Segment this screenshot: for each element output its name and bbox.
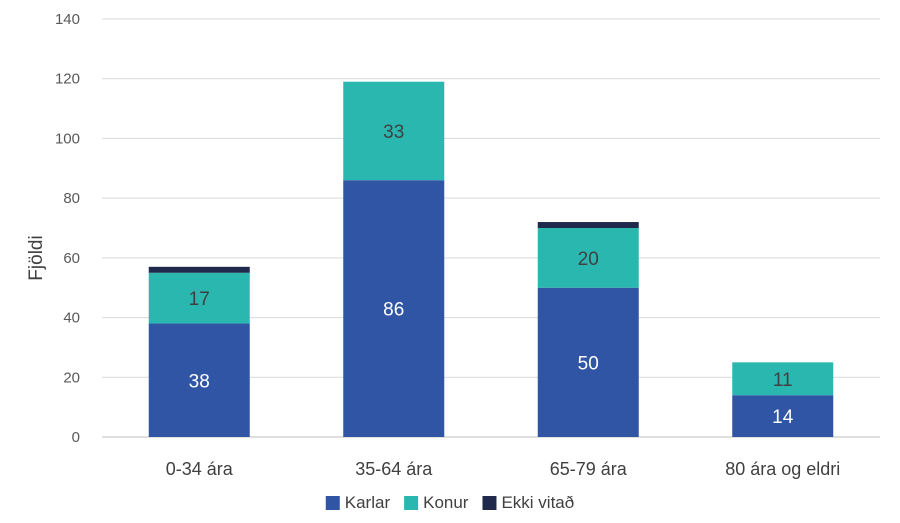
legend-swatch <box>325 496 340 510</box>
bar-segment <box>343 180 445 437</box>
data-label: 14 <box>772 407 794 428</box>
legend-label: Karlar <box>345 493 391 512</box>
bar-segment <box>732 362 834 396</box>
legend: Karlar Konur Ekki vitað <box>325 493 574 512</box>
bar-segment <box>148 323 250 437</box>
data-label: 20 <box>578 249 599 270</box>
bar-segment <box>343 81 445 181</box>
y-tick-label: 20 <box>63 369 80 386</box>
x-category-label: 0-34 ára <box>166 459 234 479</box>
data-label: 33 <box>383 122 404 143</box>
bar-segment <box>148 266 250 273</box>
y-axis-ticks: 0 20 40 60 80 100 120 140 <box>55 11 80 446</box>
legend-swatch <box>404 496 419 510</box>
x-category-label: 35-64 ára <box>355 459 433 479</box>
y-tick-label: 60 <box>63 250 80 267</box>
legend-swatch <box>482 496 497 510</box>
x-category-label: 80 ára og eldri <box>725 459 840 479</box>
data-label: 11 <box>773 370 793 391</box>
x-axis-categories: 0-34 ára 35-64 ára 65-79 ára 80 ára og eldr… <box>166 459 841 479</box>
data-label: 86 <box>383 300 404 321</box>
bars <box>148 81 834 437</box>
data-label: 50 <box>578 353 599 374</box>
y-tick-label: 100 <box>55 130 80 147</box>
y-tick-label: 120 <box>55 71 80 88</box>
y-tick-label: 40 <box>63 310 80 327</box>
bar-segment <box>537 228 639 288</box>
y-tick-label: 0 <box>72 429 80 446</box>
y-tick-label: 140 <box>55 11 80 28</box>
bar-segment <box>732 395 834 437</box>
y-tick-label: 80 <box>63 190 80 207</box>
data-labels: 38 17 86 33 50 20 14 11 <box>189 122 794 428</box>
legend-label: Ekki vitað <box>501 493 574 512</box>
data-label: 17 <box>189 289 210 310</box>
y-axis-label: Fjöldi <box>26 235 47 280</box>
bar-segment <box>537 222 639 228</box>
data-label: 38 <box>189 371 210 392</box>
legend-label: Konur <box>423 493 469 512</box>
bar-segment <box>148 272 250 324</box>
x-category-label: 65-79 ára <box>550 459 628 479</box>
bar-segment <box>537 287 639 437</box>
